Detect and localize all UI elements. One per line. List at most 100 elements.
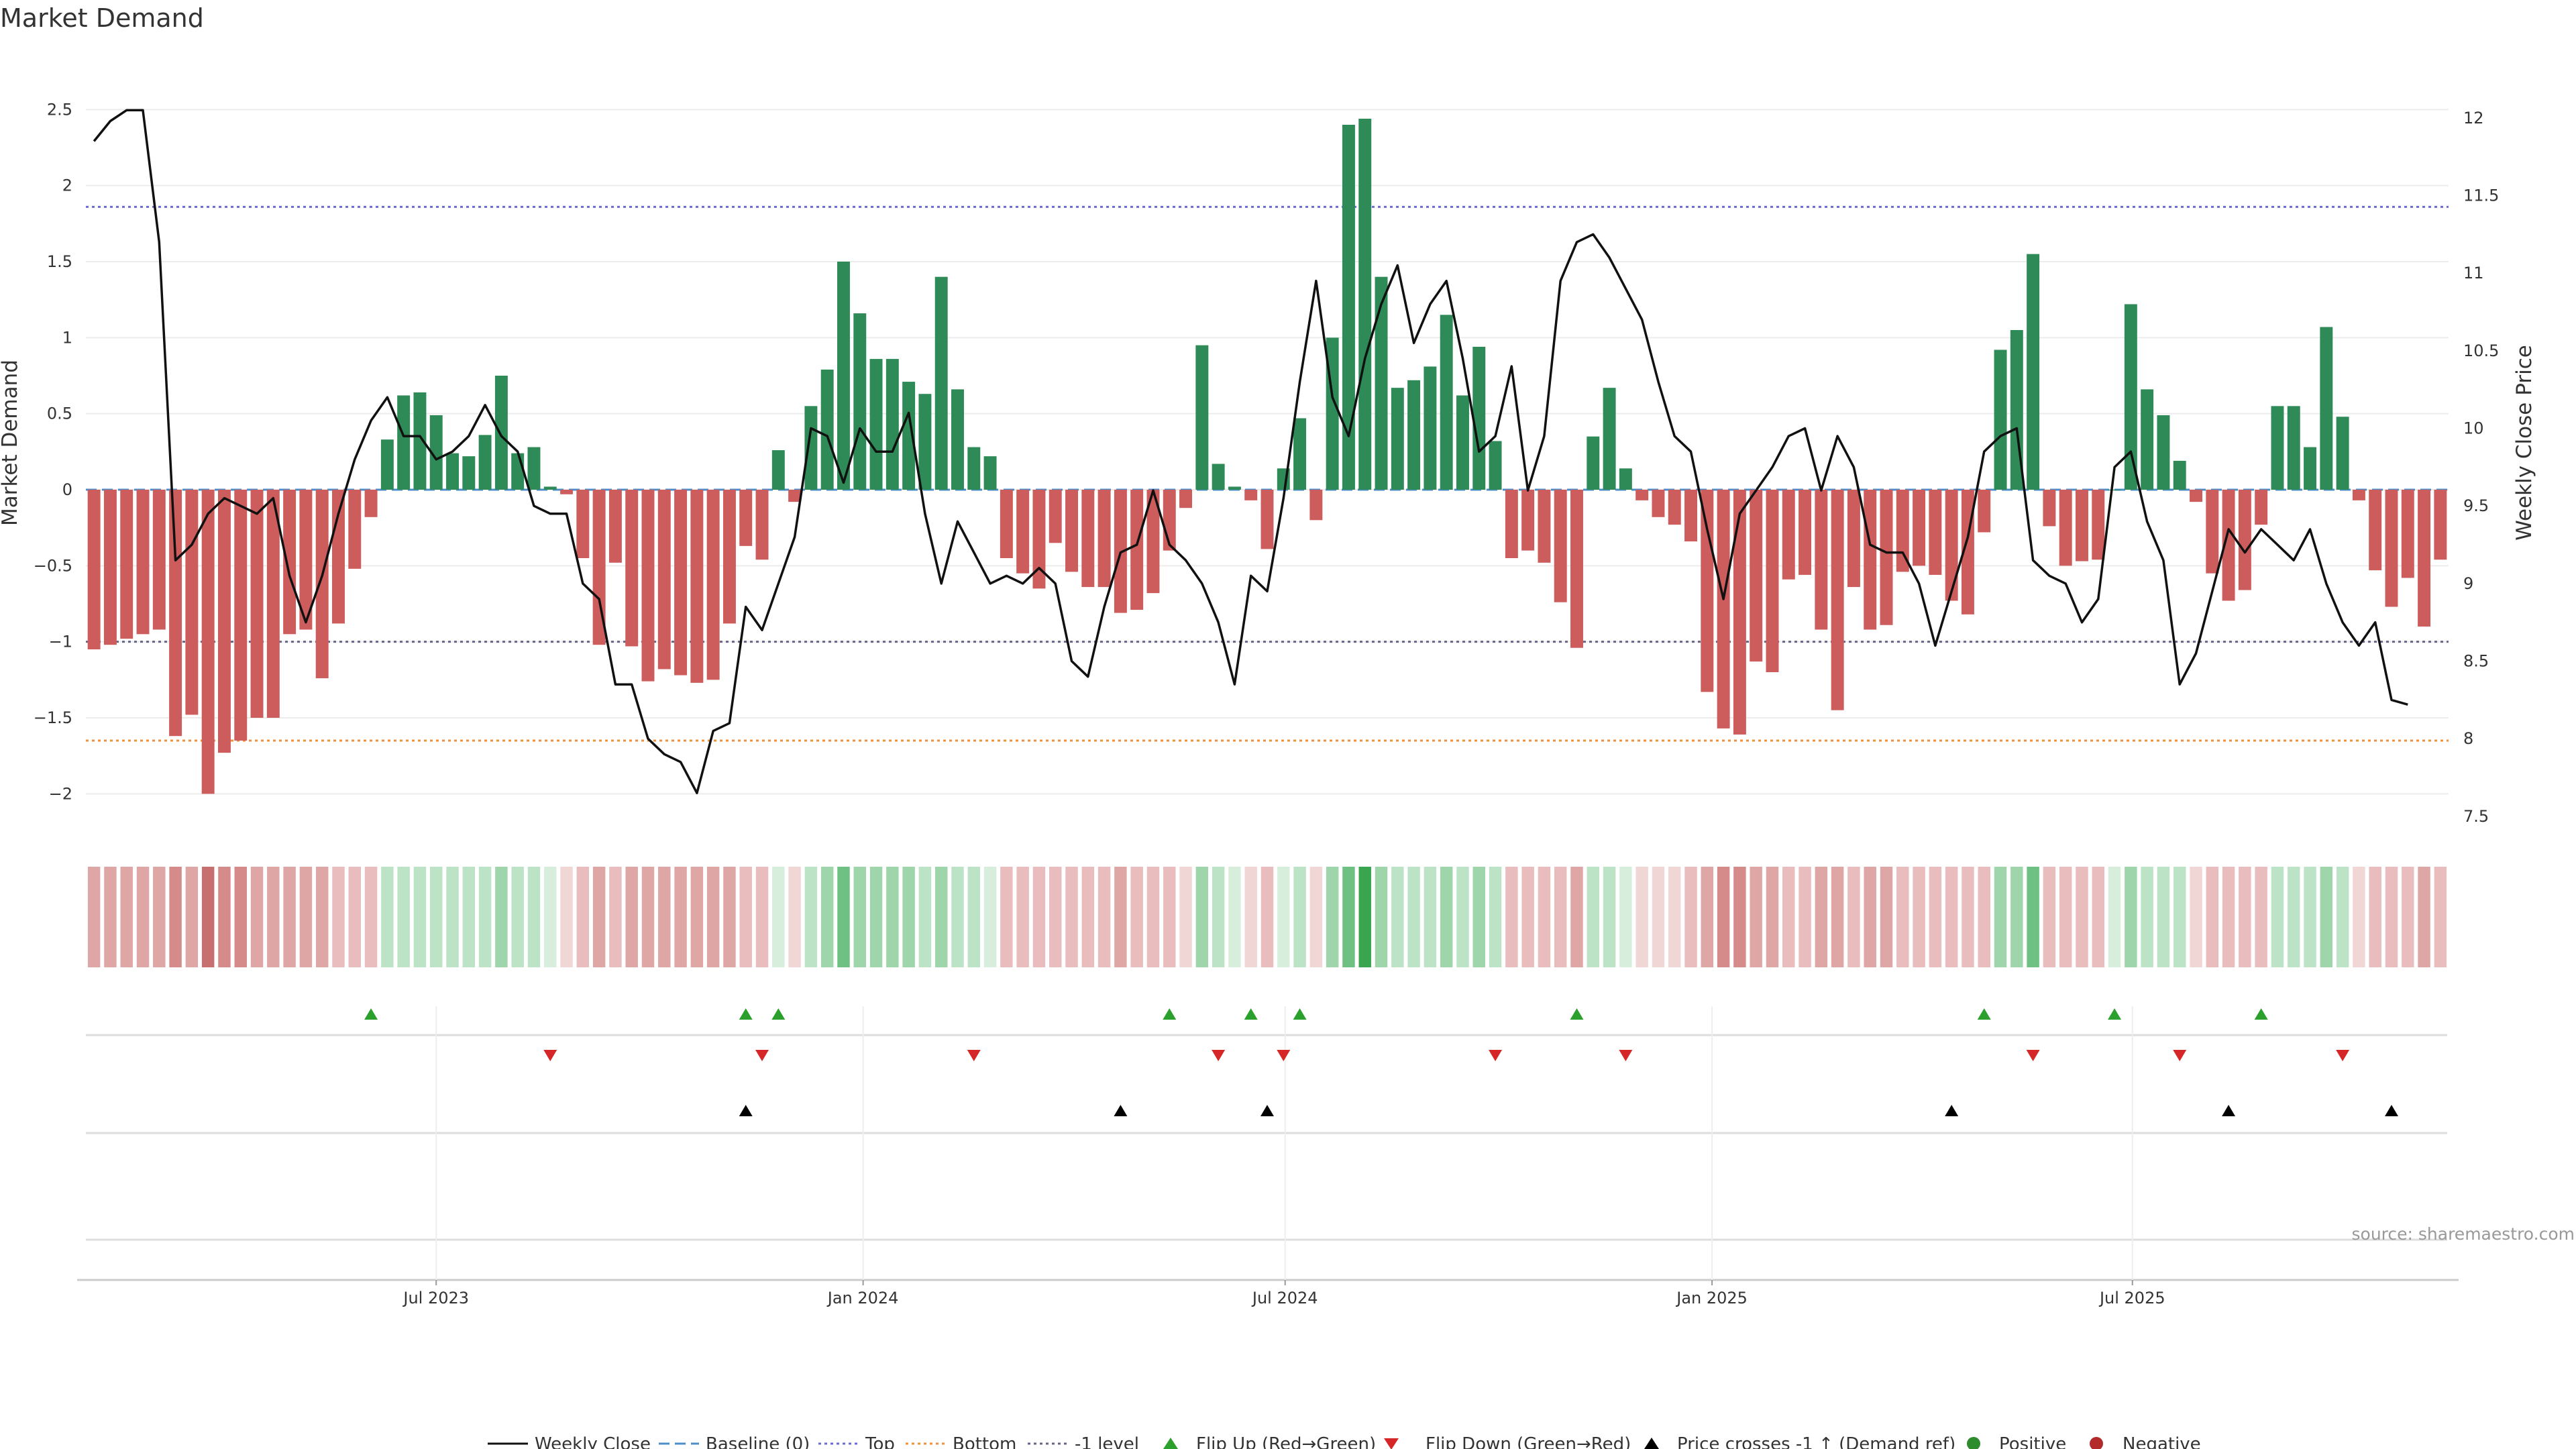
heat-cell-11 [267,867,280,967]
heat-cell-134 [2271,867,2284,967]
demand-bar-65 [1146,490,1160,594]
demand-bar-48 [869,359,883,490]
heat-cell-116 [1978,867,1990,967]
demand-bar-30 [576,490,590,558]
heat-cell-126 [2141,867,2153,967]
demand-bar-144 [2434,490,2447,560]
y2-axis-ticks: 12 11.5 11 10.5 10 9.5 9 8.5 8 7.5 [2463,109,2499,826]
demand-bar-140 [2369,490,2382,571]
heat-cell-73 [1277,867,1290,967]
heat-cell-32 [609,867,622,967]
demand-bar-18 [380,439,394,490]
demand-bar-19 [397,395,411,490]
y2-axis-label: Weekly Close Price [2512,345,2536,541]
demand-bar-93 [1603,388,1616,490]
demand-bar-52 [934,276,948,490]
heat-cell-101 [1733,867,1746,967]
heat-cell-51 [918,867,932,967]
demand-bar-51 [918,394,932,490]
demand-bar-111 [1896,490,1909,572]
heat-cell-80 [1391,867,1404,967]
heat-cell-109 [1864,867,1876,967]
heat-cell-2 [120,867,133,967]
demand-bar-31 [592,490,606,645]
demand-bar-90 [1554,490,1567,602]
heat-cell-100 [1717,867,1730,967]
demand-bar-57 [1016,490,1030,574]
demand-bar-106 [1815,490,1828,630]
heat-cell-46 [837,867,850,967]
heat-cell-28 [544,867,557,967]
legend-flip-down-label: Flip Down (Green→Red) [1426,1434,1631,1449]
price-cross-marker-4 [2222,1105,2236,1116]
legend-flip-down-marker [1384,1438,1399,1449]
demand-bar-110 [1880,490,1893,625]
heat-cell-45 [820,867,834,967]
flip-down-marker-4 [1277,1050,1291,1061]
heat-cell-132 [2239,867,2251,967]
demand-bar-28 [543,486,557,490]
heat-cell-0 [87,867,101,967]
heat-cell-41 [755,867,769,967]
demand-bar-13 [299,490,313,630]
demand-bar-36 [674,490,688,676]
demand-bar-126 [2141,389,2154,490]
x-tick-3: Jan 2025 [1675,1289,1748,1307]
demand-bar-108 [1847,490,1860,588]
demand-bar-67 [1179,490,1193,508]
legend-baseline: Baseline (0) [659,1434,810,1449]
heat-cell-110 [1880,867,1893,967]
heat-cell-133 [2255,867,2267,967]
legend-price-cross-label: Price crosses -1 ↑ (Demand ref) [1677,1434,1955,1449]
heat-cell-85 [1472,867,1485,967]
flip-down-marker-3 [1212,1050,1226,1061]
heat-cell-108 [1847,867,1860,967]
legend-positive-marker [1967,1437,1980,1449]
demand-bar-122 [2076,490,2088,561]
demand-bar-6 [185,490,199,715]
demand-bar-35 [657,490,671,669]
heat-cell-19 [397,867,410,967]
heat-cell-125 [2125,867,2137,967]
demand-bar-32 [608,490,622,563]
demand-bar-34 [641,490,655,682]
heat-cell-23 [462,867,476,967]
demand-bar-49 [885,359,899,490]
heat-cell-55 [983,867,997,967]
demand-bar-130 [2206,490,2219,574]
demand-bar-82 [1424,366,1437,490]
heat-cell-36 [674,867,687,967]
heat-cell-64 [1130,867,1143,967]
demand-bar-3 [136,490,150,635]
demand-heat-strip [87,867,2447,967]
y2-tick-0: 12 [2463,109,2484,127]
demand-bar-26 [511,453,525,490]
heat-cell-69 [1212,867,1225,967]
demand-bar-46 [837,262,850,490]
flip-down-marker-6 [1619,1050,1633,1061]
heat-cell-66 [1163,867,1176,967]
demand-bar-125 [2124,304,2137,490]
heat-cell-93 [1603,867,1616,967]
demand-bar-143 [2418,490,2431,627]
flip-up-marker-7 [1977,1008,1991,1020]
demand-bar-136 [2304,447,2317,490]
heat-cell-120 [2043,867,2056,967]
demand-bar-74 [1293,418,1307,490]
heat-cell-87 [1505,867,1518,967]
demand-bar-17 [364,490,378,517]
demand-bar-120 [2043,490,2056,527]
demand-bar-72 [1260,490,1274,549]
heat-cell-99 [1701,867,1714,967]
legend-weekly-close: Weekly Close [488,1434,651,1449]
flip-up-marker-6 [1570,1008,1584,1020]
heat-cell-96 [1652,867,1665,967]
heat-cell-79 [1375,867,1388,967]
heat-cell-35 [658,867,671,967]
heat-cell-29 [560,867,573,967]
demand-bar-61 [1081,490,1095,588]
demand-bar-59 [1049,490,1062,543]
heat-cell-33 [625,867,638,967]
demand-bar-44 [804,406,818,490]
heat-cell-95 [1635,867,1648,967]
